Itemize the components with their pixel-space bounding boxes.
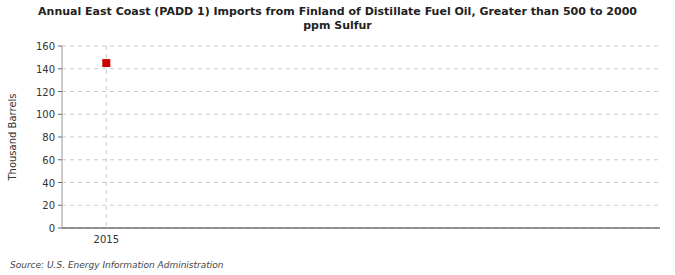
y-grid-line — [62, 114, 660, 115]
y-tick — [58, 68, 62, 69]
y-tick — [58, 91, 62, 92]
y-grid-line — [62, 137, 660, 138]
y-tick-label: 120 — [36, 87, 55, 98]
x-axis-line — [62, 228, 660, 229]
chart-svg: Annual East Coast (PADD 1) Imports from … — [0, 0, 675, 275]
x-grid-line — [106, 46, 107, 228]
title-line: ppm Sulfur — [303, 19, 372, 32]
y-tick — [58, 114, 62, 115]
y-grid-line — [62, 91, 660, 92]
title: Annual East Coast (PADD 1) Imports from … — [38, 5, 637, 32]
y-tick — [58, 137, 62, 138]
point — [102, 59, 110, 67]
y-tick — [58, 205, 62, 206]
y-tick — [58, 159, 62, 160]
y-axis-label: Thousand Barrels — [7, 93, 18, 181]
y-grid-line — [62, 46, 660, 47]
y-tick-label: 100 — [36, 109, 55, 120]
source: Source: U.S. Energy Information Administ… — [10, 260, 224, 270]
y-tick — [58, 46, 62, 47]
y-tick-label: 40 — [42, 178, 55, 189]
chart-container: Annual East Coast (PADD 1) Imports from … — [0, 0, 675, 275]
x-tick-label: 2015 — [94, 234, 119, 245]
y-grid-line — [62, 68, 660, 69]
y-tick — [58, 182, 62, 183]
y-grid-line — [62, 182, 660, 183]
y-tick-label: 60 — [42, 155, 55, 166]
y-grid-line — [62, 159, 660, 160]
y-tick-label: 0 — [49, 223, 55, 234]
y-tick-label: 20 — [42, 200, 55, 211]
points — [102, 59, 110, 67]
y-tick — [58, 228, 62, 229]
y-tick-label: 80 — [42, 132, 55, 143]
y-grid-line — [62, 205, 660, 206]
title-line: Annual East Coast (PADD 1) Imports from … — [38, 5, 637, 18]
y-tick-label: 160 — [36, 41, 55, 52]
y-grid-line — [62, 228, 660, 229]
y-tick-label: 140 — [36, 64, 55, 75]
y-axis-line — [62, 46, 63, 228]
